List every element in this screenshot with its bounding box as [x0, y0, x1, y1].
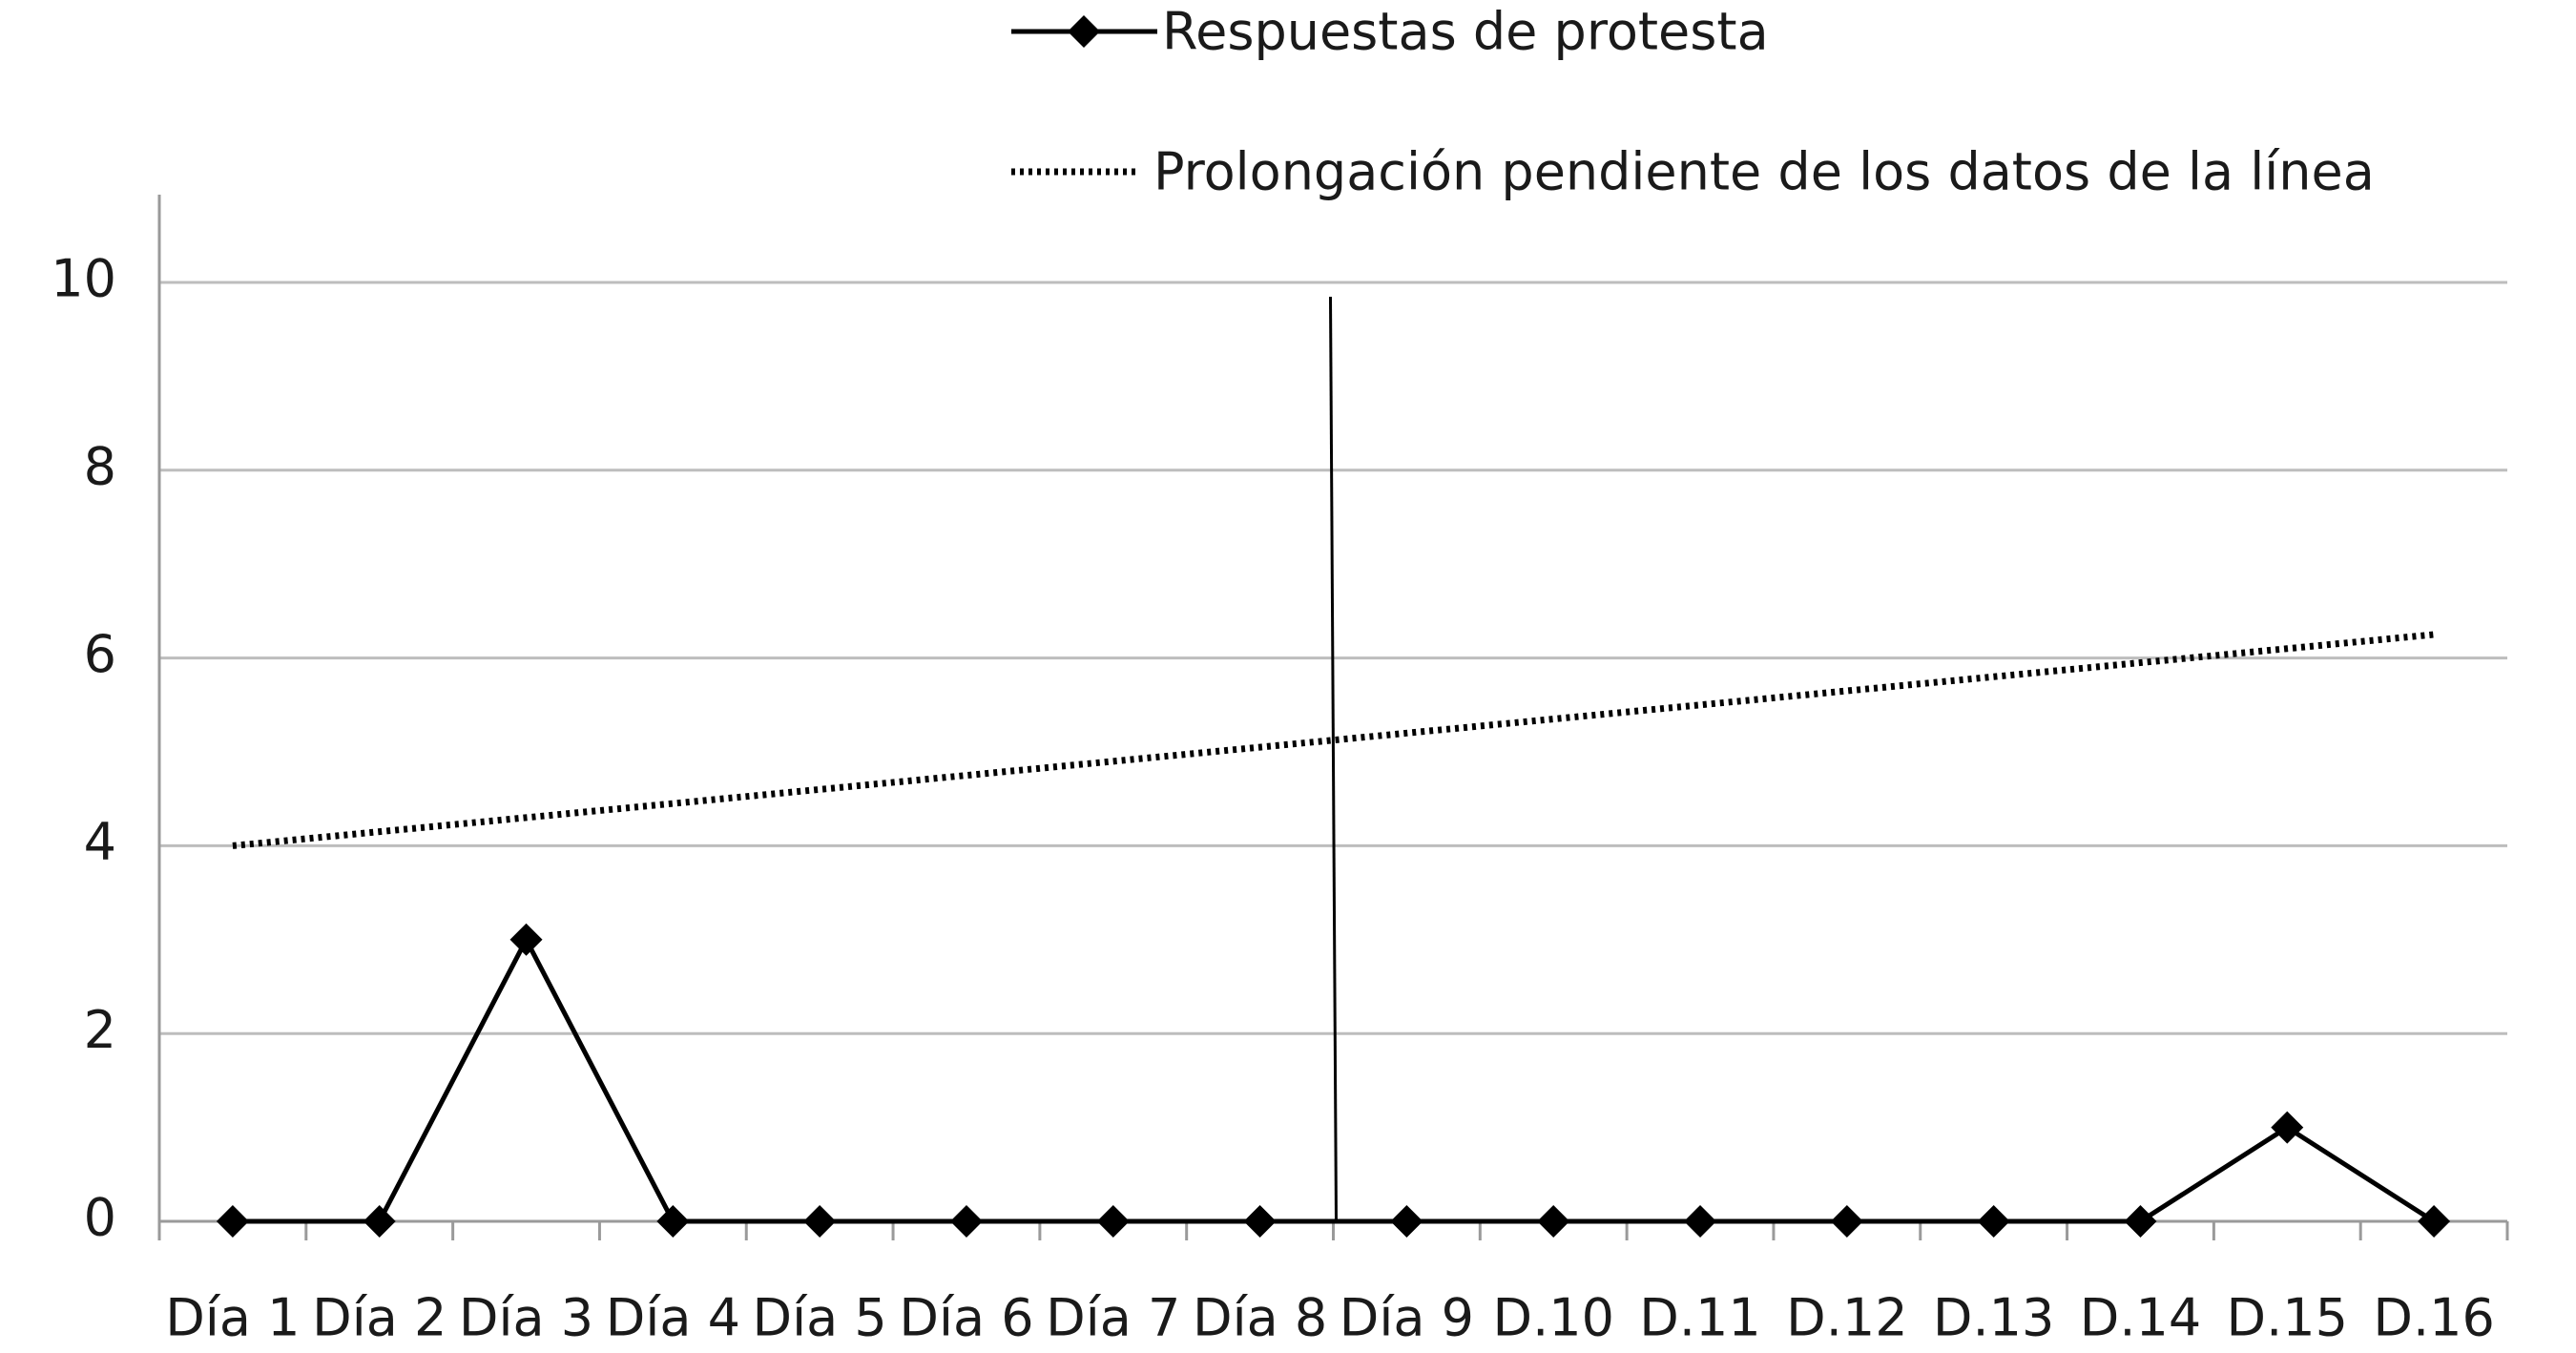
- y-tick-label: 8: [84, 436, 116, 496]
- x-tick-label: Día 7: [1046, 1288, 1180, 1348]
- x-tick-label: Día 5: [753, 1288, 887, 1348]
- marker: [656, 1205, 690, 1238]
- marker: [1977, 1205, 2010, 1238]
- marker: [1537, 1205, 1570, 1238]
- marker: [1243, 1205, 1277, 1238]
- x-tick-label: D.12: [1786, 1288, 1907, 1348]
- y-tick-label: 0: [84, 1188, 116, 1248]
- phase-line: [1329, 296, 1338, 1222]
- x-tick-label: D.16: [2373, 1288, 2494, 1348]
- y-tick-label: 4: [84, 812, 116, 872]
- x-tick-label: D.15: [2227, 1288, 2348, 1348]
- marker: [509, 923, 543, 956]
- marker: [803, 1205, 837, 1238]
- x-tick-label: D.10: [1492, 1288, 1613, 1348]
- marker: [363, 1205, 396, 1238]
- marker: [949, 1205, 983, 1238]
- x-tick-label: D.11: [1639, 1288, 1760, 1348]
- legend-label: Prolongación pendiente de los datos de l…: [1153, 142, 2375, 202]
- y-tick-label: 2: [84, 1000, 116, 1060]
- marker: [2124, 1205, 2157, 1238]
- marker: [2418, 1205, 2451, 1238]
- marker: [1390, 1205, 1423, 1238]
- x-tick-label: Día 8: [1193, 1288, 1327, 1348]
- data-line: [232, 934, 2436, 1224]
- x-tick-label: Día 9: [1340, 1288, 1474, 1348]
- marker: [1096, 1205, 1130, 1238]
- x-tick-label: Día 2: [312, 1288, 447, 1348]
- x-tick-label: Día 4: [606, 1288, 740, 1348]
- legend-marker: [1068, 15, 1100, 48]
- y-tick-label: 10: [51, 249, 116, 309]
- marker: [2271, 1111, 2304, 1144]
- x-tick-label: D.13: [1933, 1288, 2054, 1348]
- legend-label: Respuestas de protesta: [1162, 2, 1769, 62]
- x-tick-label: D.14: [2080, 1288, 2201, 1348]
- marker: [216, 1205, 249, 1238]
- y-tick-label: 6: [84, 624, 116, 684]
- x-tick-label: Día 3: [459, 1288, 593, 1348]
- marker: [1830, 1205, 1863, 1238]
- marker: [1684, 1205, 1717, 1238]
- x-tick-label: Día 1: [165, 1288, 300, 1348]
- x-tick-label: Día 6: [899, 1288, 1033, 1348]
